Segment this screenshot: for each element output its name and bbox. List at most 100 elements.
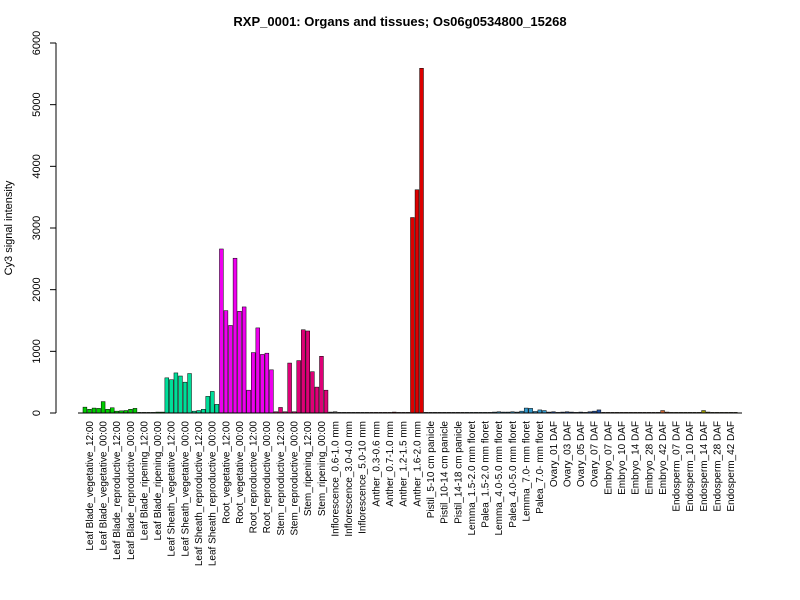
bar: [323, 389, 329, 414]
bar: [269, 369, 274, 414]
x-tick-labels: Leaf Blade_vegetative_12:00 Leaf Blade_ve…: [85, 421, 737, 567]
x-tick-label: Endosperm_28 DAF: [713, 421, 724, 512]
x-tick-label: Lemma_7.0- mm floret: [521, 421, 532, 522]
x-tick-label: Leaf Sheath_reproductive_00:00: [208, 421, 219, 567]
x-tick-label: Inflorescence_0.6-1.0 mm: [330, 421, 341, 537]
bar: [319, 356, 324, 414]
x-tick-label: Ovary_01 DAF: [549, 421, 560, 487]
x-tick-label: Leaf Blade_ripening_12:00: [139, 421, 150, 541]
bar: [96, 408, 101, 414]
bar: [419, 68, 424, 414]
y-tick-label: 2000: [31, 277, 43, 301]
bar: [305, 330, 311, 414]
x-tick-label: Pistil_14-18 cm panicle: [453, 421, 464, 524]
bar: [410, 217, 415, 414]
bar: [205, 396, 210, 414]
x-tick-label: Root_vegetative_12:00: [221, 421, 232, 524]
bar: [301, 329, 306, 414]
x-tick-label: Palea_7.0- mm floret: [535, 421, 546, 514]
x-tick-label: Leaf Sheath_vegetative_00:00: [180, 421, 191, 557]
y-tick-label: 1000: [31, 339, 43, 363]
bar: [528, 408, 533, 414]
bar: [296, 360, 301, 414]
x-tick-label: Stem_ripening_12:00: [303, 421, 314, 517]
bar: [287, 362, 292, 414]
y-axis: 0 1000 2000 3000 4000 5000 6000: [31, 31, 57, 416]
x-tick-label: Lemma_4.0-5.0 mm floret: [494, 421, 505, 536]
x-tick-label: Stem_reproductive_12:00: [276, 421, 287, 536]
x-tick-label: Palea_4.0-5.0 mm floret: [508, 421, 519, 528]
bar: [214, 404, 220, 414]
bar: [314, 386, 320, 414]
bar: [278, 407, 283, 414]
bar: [132, 408, 138, 414]
bar: [251, 352, 256, 414]
bar: [187, 373, 192, 414]
x-tick-label: Pistil_5-10 cm panicle: [426, 421, 437, 519]
bar: [82, 406, 88, 414]
x-tick-label: Leaf Blade_vegetative_00:00: [98, 421, 109, 551]
bar: [178, 375, 183, 414]
bar: [173, 372, 179, 414]
x-tick-label: Stem_reproductive_00:00: [290, 421, 301, 536]
bar: [210, 391, 215, 414]
x-tick-label: Endosperm_07 DAF: [672, 421, 683, 512]
x-tick-label: Leaf Sheath_reproductive_12:00: [194, 421, 205, 567]
bar: [169, 379, 174, 414]
x-tick-label: Lemma_1.5-2.0 mm floret: [467, 421, 478, 536]
y-tick-label: 6000: [31, 31, 43, 55]
bar: [414, 189, 420, 414]
x-tick-label: Leaf Blade_ripening_00:00: [153, 421, 164, 541]
x-tick-label: Endosperm_42 DAF: [726, 421, 737, 512]
bar: [219, 248, 224, 414]
x-tick-label: Ovary_03 DAF: [562, 421, 573, 487]
x-tick-label: Leaf Blade_reproductive_12:00: [112, 421, 123, 560]
x-tick-label: Anther_1.6-2.0 mm: [412, 421, 423, 507]
bar: [182, 381, 188, 414]
x-tick-label: Endosperm_10 DAF: [685, 421, 696, 512]
y-tick-label: 3000: [31, 216, 43, 240]
x-tick-label: Root_reproductive_00:00: [262, 421, 273, 534]
x-tick-label: Leaf Blade_reproductive_00:00: [126, 421, 137, 560]
bar: [255, 327, 260, 414]
y-axis-label: Cy3 signal intensity: [3, 180, 15, 275]
bar: [228, 325, 233, 414]
x-tick-label: Palea_1.5-2.0 mm floret: [481, 421, 492, 528]
x-tick-label: Pistil_10-14 cm panicle: [440, 421, 451, 524]
x-tick-label: Embryo_10 DAF: [617, 421, 628, 495]
x-tick-label: Leaf Blade_vegetative_12:00: [85, 421, 96, 551]
bar: [246, 389, 251, 414]
y-tick-label: 0: [31, 410, 43, 416]
x-tick-label: Anther_0.3-0.6 mm: [371, 421, 382, 507]
bar: [91, 407, 97, 414]
y-tick-label: 5000: [31, 92, 43, 116]
bars-group: [82, 68, 738, 414]
chart-title: RXP_0001: Organs and tissues; Os06g05348…: [233, 14, 566, 29]
x-tick-label: Ovary_05 DAF: [576, 421, 587, 487]
x-tick-label: Ovary_07 DAF: [590, 421, 601, 487]
bar: [241, 306, 247, 414]
bar: [310, 371, 315, 414]
bar: [164, 377, 170, 414]
x-tick-label: Endosperm_14 DAF: [699, 421, 710, 512]
x-tick-label: Root_reproductive_12:00: [249, 421, 260, 534]
bar: [264, 352, 270, 414]
bar: [110, 407, 115, 414]
bar: [523, 407, 529, 414]
bar: [260, 354, 265, 414]
bar: [223, 310, 229, 414]
x-tick-label: Inflorescence_5.0-10 mm: [358, 421, 369, 534]
y-tick-label: 4000: [31, 154, 43, 178]
x-tick-label: Leaf Sheath_vegetative_12:00: [167, 421, 178, 557]
bar: [100, 401, 106, 414]
x-tick-label: Anther_1.2-1.5 mm: [399, 421, 410, 507]
x-tick-label: Embryo_28 DAF: [644, 421, 655, 495]
x-tick-label: Embryo_14 DAF: [631, 421, 642, 495]
x-tick-label: Inflorescence_3.0-4.0 mm: [344, 421, 355, 537]
bar: [232, 257, 238, 414]
x-tick-label: Root_vegetative_00:00: [235, 421, 246, 524]
bar: [237, 311, 242, 414]
bar: [105, 409, 110, 414]
bar: [201, 409, 206, 414]
